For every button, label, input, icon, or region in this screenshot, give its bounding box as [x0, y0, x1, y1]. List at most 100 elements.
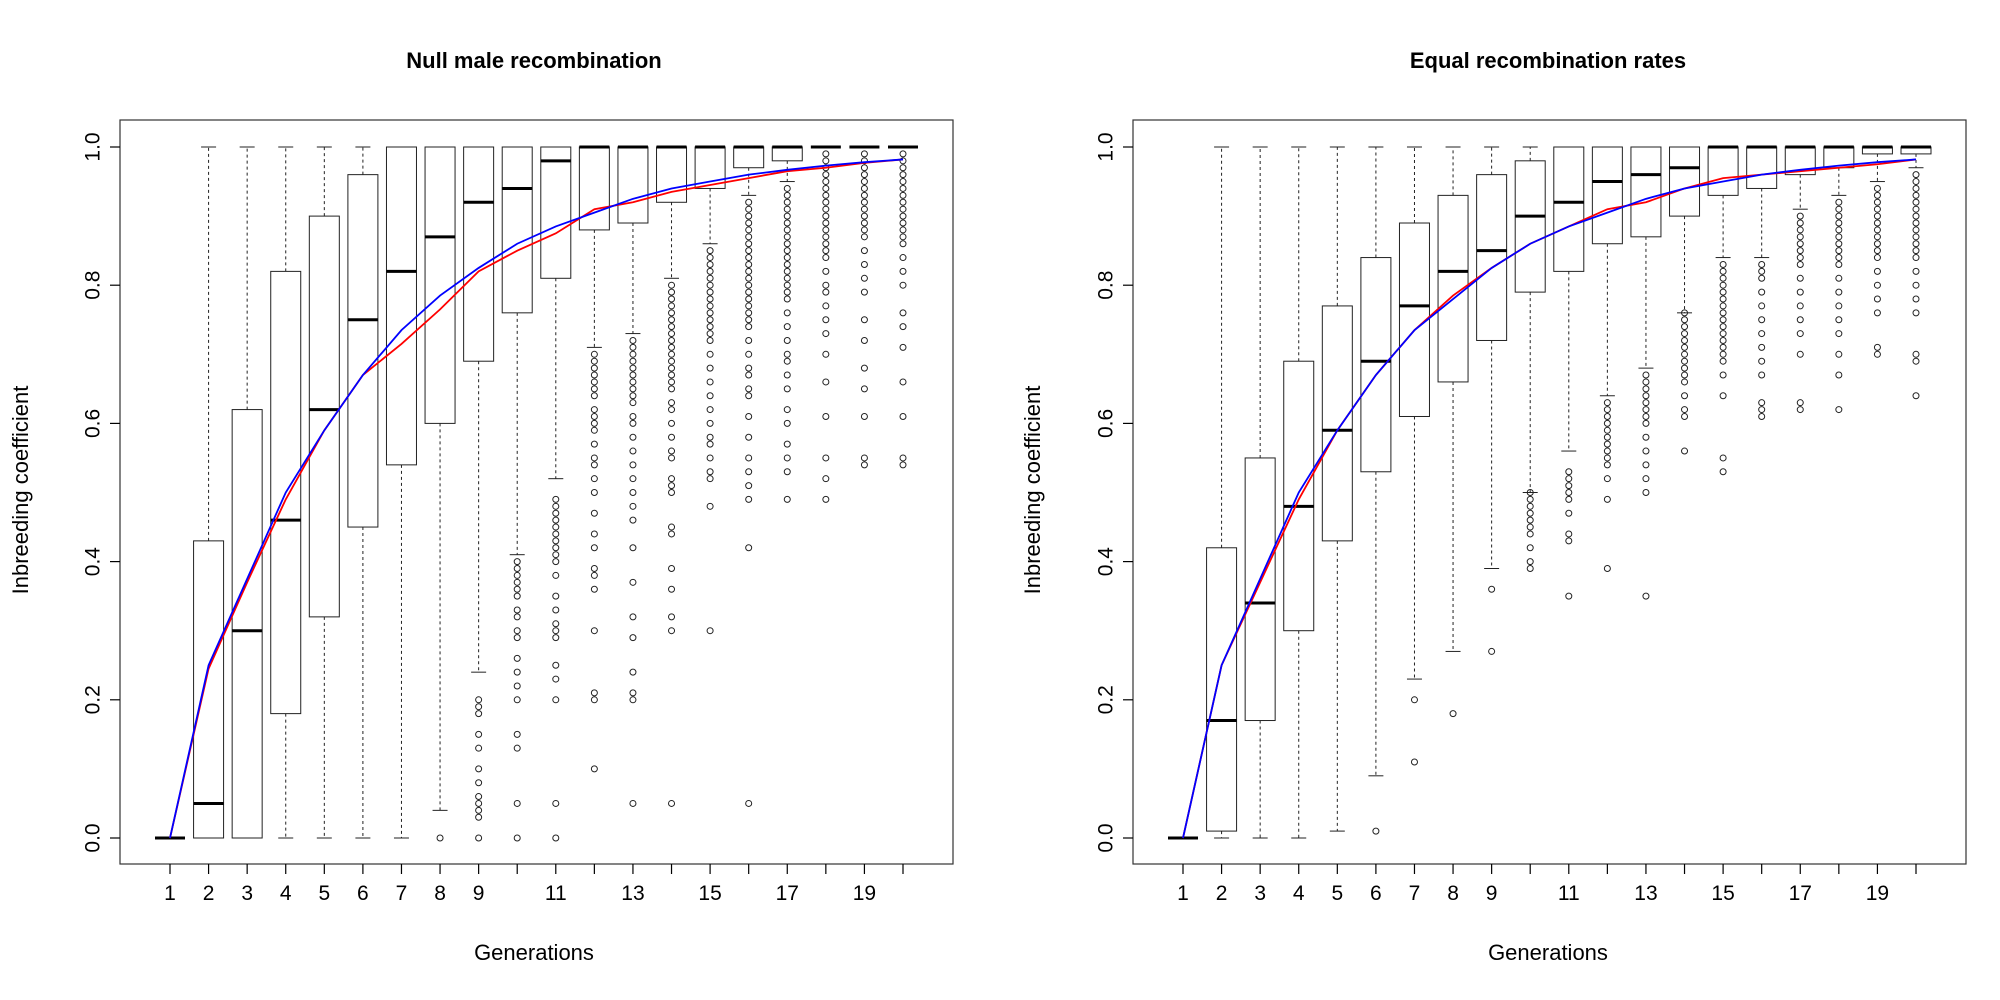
box-generation-11: [540, 146, 572, 842]
outlier-point: [860, 226, 868, 234]
outlier-point: [552, 661, 560, 669]
outlier-point: [1526, 565, 1534, 573]
outlier-point: [745, 309, 753, 317]
outlier-point: [1642, 461, 1650, 469]
box: [347, 174, 379, 528]
outlier-point: [783, 212, 791, 220]
outlier-point: [629, 378, 637, 386]
outlier-point: [668, 489, 676, 496]
outlier-point: [706, 364, 714, 372]
outlier-point: [590, 461, 598, 469]
outlier-point: [513, 592, 521, 600]
outlier-point: [1873, 212, 1881, 220]
outlier-point: [822, 240, 830, 248]
outlier-point: [1488, 585, 1496, 593]
outlier-point: [590, 765, 598, 773]
x-tick-label: 13: [1634, 882, 1657, 905]
outlier-point: [1796, 274, 1804, 282]
outlier-point: [783, 406, 791, 414]
outlier-point: [1873, 247, 1881, 255]
outlier-point: [513, 696, 521, 704]
outlier-point: [629, 350, 637, 358]
outlier-point: [745, 295, 753, 303]
outlier-point: [745, 281, 753, 289]
outlier-point: [783, 468, 791, 476]
outlier-point: [783, 385, 791, 393]
outlier-point: [475, 813, 483, 821]
outlier-point: [783, 323, 791, 331]
outlier-point: [513, 613, 521, 621]
outlier-point: [1873, 350, 1881, 358]
outlier-point: [899, 233, 907, 241]
box-generation-18: [810, 145, 841, 503]
y-axis: 0.0 0.2 0.4 0.6 0.8 1.0: [1095, 132, 1133, 853]
outlier-point: [552, 696, 560, 704]
outlier-point: [668, 295, 676, 303]
outlier-point: [1796, 226, 1804, 234]
outlier-point: [436, 834, 444, 842]
outlier-point: [590, 509, 598, 517]
outlier-point: [706, 419, 714, 427]
outlier-point: [1681, 323, 1689, 331]
outlier-point: [629, 419, 637, 427]
box-generation-8: [1437, 146, 1469, 718]
y-tick-label: 0.6: [82, 409, 105, 438]
outlier-point: [1719, 267, 1727, 275]
outlier-point: [783, 350, 791, 358]
outlier-point: [783, 240, 791, 248]
outlier-point: [783, 274, 791, 282]
outlier-point: [1565, 530, 1573, 538]
outlier-point: [1681, 336, 1689, 344]
outlier-point: [1758, 274, 1766, 282]
outlier-point: [899, 226, 907, 234]
outlier-point: [513, 578, 521, 586]
outlier-point: [668, 336, 676, 344]
y-tick-label: 0.0: [1095, 823, 1118, 852]
box-generation-20: [1900, 145, 1932, 400]
outlier-point: [1912, 392, 1920, 400]
outlier-point: [513, 730, 521, 738]
outlier-point: [1912, 198, 1920, 206]
chart-title: Null male recombination: [406, 48, 662, 73]
x-tick-label: 9: [473, 882, 485, 905]
box: [501, 146, 533, 314]
outlier-point: [706, 247, 714, 255]
outlier-point: [706, 406, 714, 414]
outlier-point: [552, 571, 560, 579]
outlier-point: [860, 164, 868, 172]
outlier-point: [1835, 406, 1843, 414]
outlier-point: [783, 233, 791, 241]
outlier-point: [590, 696, 598, 704]
outlier-point: [1873, 219, 1881, 227]
outlier-point: [1719, 260, 1727, 268]
outlier-point: [1642, 399, 1650, 407]
outlier-point: [783, 226, 791, 234]
outlier-point: [1873, 240, 1881, 248]
box: [385, 146, 417, 466]
outlier-point: [668, 281, 676, 289]
outlier-point: [1796, 350, 1804, 358]
outlier-point: [1565, 489, 1573, 496]
outlier-point: [745, 482, 753, 490]
outlier-point: [822, 198, 830, 206]
outlier-point: [513, 571, 521, 579]
outlier-point: [745, 233, 753, 241]
outlier-point: [552, 516, 560, 524]
outlier-point: [1912, 254, 1920, 262]
series-line-red: [1182, 158, 1917, 839]
outlier-point: [1796, 240, 1804, 248]
outlier-point: [783, 419, 791, 427]
box-generation-2: [1206, 146, 1238, 839]
outlier-point: [822, 205, 830, 213]
outlier-point: [629, 447, 637, 455]
outlier-point: [1719, 392, 1727, 400]
box: [1746, 146, 1778, 189]
outlier-point: [1642, 489, 1650, 496]
outlier-point: [1719, 302, 1727, 310]
box-generation-14: [656, 145, 688, 807]
outlier-point: [745, 274, 753, 282]
box: [1591, 146, 1623, 245]
box-generation-15: [694, 145, 726, 635]
y-tick-label: 0.8: [1095, 271, 1118, 300]
outlier-point: [1565, 468, 1573, 476]
